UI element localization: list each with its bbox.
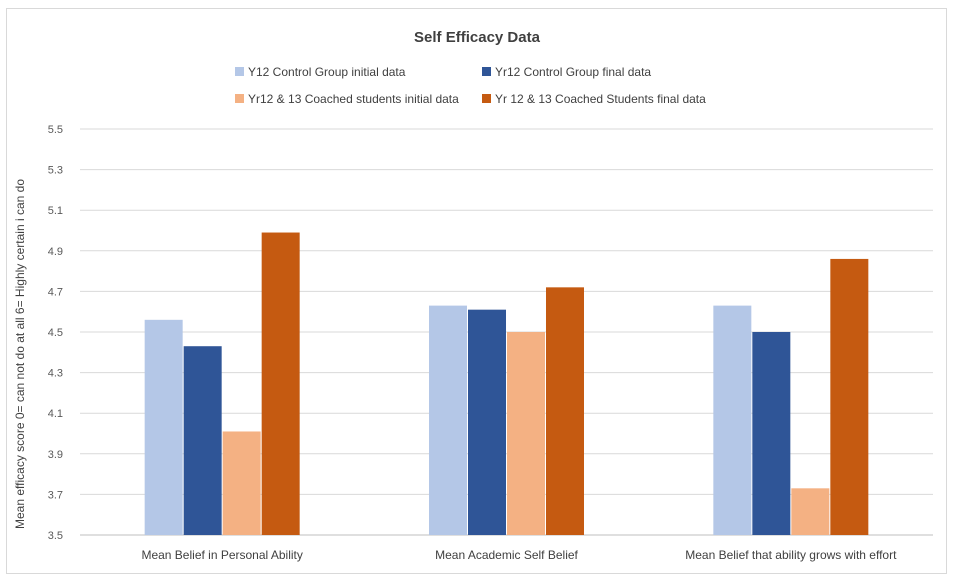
bar-cat0-series0 [144, 319, 183, 535]
y-tick-label: 5.1 [48, 205, 63, 217]
chart-area: Self Efficacy Data Y12 Control Group ini… [6, 8, 947, 574]
y-tick-label: 5.3 [48, 165, 63, 177]
legend-swatch-series-0 [235, 67, 244, 76]
bar-cat1-series3 [546, 287, 584, 535]
bars [144, 232, 869, 535]
legend-swatch-series-3 [482, 94, 491, 103]
legend-swatch-series-2 [235, 94, 244, 103]
y-tick-label: 3.7 [48, 489, 63, 501]
legend-item-series-3: Yr 12 & 13 Coached Students final data [482, 92, 706, 106]
x-axis-labels: Mean Belief in Personal Ability Mean Acad… [141, 548, 897, 562]
chart-svg: Self Efficacy Data Y12 Control Group ini… [13, 29, 933, 562]
legend-label-series-2: Yr12 & 13 Coached students initial data [248, 92, 459, 106]
y-tick-label: 3.5 [48, 530, 63, 542]
y-tick-label: 4.1 [48, 408, 63, 420]
gridlines [80, 128, 933, 536]
bar-cat2-series1 [752, 332, 791, 535]
bar-cat1-series1 [468, 309, 506, 535]
y-tick-label: 4.3 [48, 368, 63, 380]
legend-swatch-series-1 [482, 67, 491, 76]
y-axis-title: Mean efficacy score 0= can not do at all… [13, 179, 27, 529]
legend-label-series-3: Yr 12 & 13 Coached Students final data [495, 92, 706, 106]
x-category-label: Mean Academic Self Belief [435, 548, 578, 562]
y-axis-ticks: 3.5 3.7 3.9 4.1 4.3 4.5 4.7 4.9 5.1 5.3 5.5 [48, 124, 63, 542]
y-tick-label: 4.7 [48, 286, 63, 298]
x-category-label: Mean Belief in Personal Ability [141, 548, 302, 562]
y-tick-label: 4.5 [48, 327, 63, 339]
y-tick-label: 5.5 [48, 124, 63, 136]
bar-cat0-series3 [261, 232, 300, 535]
y-tick-label: 4.9 [48, 246, 63, 258]
x-category-label: Mean Belief that ability grows with effo… [685, 548, 897, 562]
legend-item-series-0: Y12 Control Group initial data [235, 65, 406, 79]
legend: Y12 Control Group initial data Yr12 Cont… [235, 65, 706, 106]
legend-label-series-1: Yr12 Control Group final data [495, 65, 651, 79]
legend-label-series-0: Y12 Control Group initial data [248, 65, 406, 79]
bar-cat2-series0 [713, 305, 752, 535]
bar-cat2-series3 [830, 258, 869, 535]
chart-title: Self Efficacy Data [414, 29, 541, 46]
legend-item-series-2: Yr12 & 13 Coached students initial data [235, 92, 459, 106]
y-tick-label: 3.9 [48, 449, 63, 461]
bar-cat1-series2 [507, 332, 545, 535]
legend-item-series-1: Yr12 Control Group final data [482, 65, 651, 79]
bar-cat0-series2 [222, 431, 261, 535]
bar-cat1-series0 [429, 305, 467, 535]
bar-cat0-series1 [183, 346, 222, 535]
bar-cat2-series2 [791, 488, 830, 535]
